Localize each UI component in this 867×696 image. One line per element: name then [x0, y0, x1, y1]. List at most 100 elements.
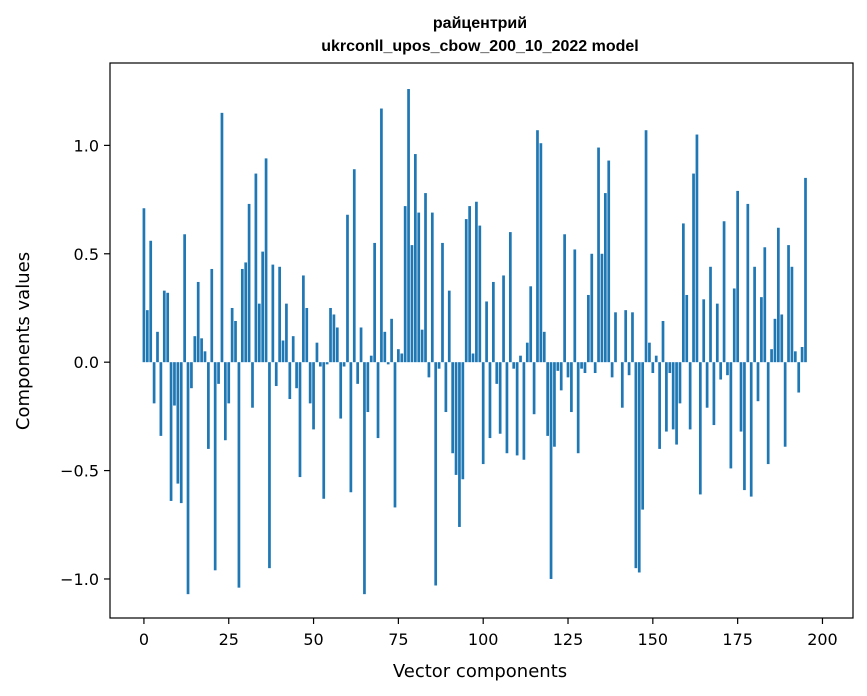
bar-component-28 [237, 362, 241, 588]
bar-component-98 [475, 201, 478, 363]
bar-component-160 [685, 294, 689, 363]
bar-component-43 [288, 362, 292, 400]
bar-component-87 [437, 362, 441, 369]
bar-component-136 [603, 193, 607, 363]
bar-component-159 [682, 223, 685, 363]
bar-component-105 [498, 362, 502, 434]
bar-component-126 [570, 362, 573, 413]
bar-component-81 [417, 212, 421, 363]
bar-component-48 [305, 307, 309, 363]
bar-component-91 [451, 362, 455, 454]
bar-component-114 [529, 286, 533, 363]
bar-component-174 [732, 288, 736, 363]
bar-component-18 [203, 351, 207, 363]
bar-component-178 [746, 203, 750, 363]
bar-component-115 [532, 362, 536, 415]
bar-component-38 [271, 264, 275, 363]
bar-component-52 [318, 362, 322, 367]
bar-component-94 [461, 362, 465, 480]
bar-component-77 [403, 206, 407, 363]
bar-component-79 [410, 245, 414, 363]
bar-component-176 [739, 362, 743, 432]
bar-component-17 [200, 338, 203, 363]
bar-component-190 [787, 245, 790, 363]
x-tick-label: 125 [553, 630, 584, 649]
bar-component-130 [583, 362, 587, 374]
bar-component-41 [281, 340, 285, 363]
bar-component-149 [648, 342, 651, 363]
bar-component-95 [464, 219, 468, 363]
bar-component-123 [559, 362, 563, 391]
bar-component-20 [210, 268, 214, 363]
bar-component-102 [488, 362, 492, 439]
bar-component-177 [743, 362, 746, 491]
bar-component-33 [254, 173, 258, 363]
bar-component-117 [539, 143, 543, 363]
bar-component-29 [240, 268, 244, 363]
bar-component-106 [502, 275, 505, 363]
bar-component-100 [481, 362, 485, 465]
bar-component-40 [278, 266, 281, 363]
bar-component-148 [644, 130, 648, 363]
bar-component-34 [257, 303, 261, 363]
bar-component-73 [390, 318, 393, 363]
bar-component-119 [546, 362, 550, 436]
bar-component-143 [627, 362, 631, 376]
x-axis-ticks: 0 25 50 75 100 125 150 175 200 [139, 618, 838, 649]
y-tick-label: −0.5 [60, 462, 99, 481]
x-tick-label: 200 [807, 630, 838, 649]
bar-component-9 [173, 362, 176, 406]
bar-component-170 [719, 362, 723, 380]
bar-component-85 [430, 212, 434, 363]
bar-component-138 [610, 362, 614, 378]
bar-component-7 [166, 292, 170, 363]
bar-component-16 [196, 281, 200, 363]
bar-component-168 [712, 362, 716, 426]
bar-component-107 [505, 362, 509, 454]
bar-component-27 [234, 320, 237, 363]
bar-component-116 [536, 130, 539, 363]
bar-component-71 [383, 331, 387, 363]
y-tick-label: 1.0 [74, 136, 99, 155]
bar-component-61 [349, 362, 353, 493]
bar-component-93 [458, 362, 461, 527]
bar-component-153 [661, 320, 665, 363]
bar-component-181 [756, 362, 760, 402]
chart-subtitle: ukrconll_upos_cbow_200_10_2022 model [321, 38, 638, 55]
bar-component-57 [335, 327, 339, 363]
bar-component-47 [302, 275, 305, 363]
bar-component-158 [678, 362, 682, 404]
x-tick-label: 75 [388, 630, 408, 649]
x-tick-label: 50 [303, 630, 323, 649]
bar-component-82 [420, 329, 424, 363]
x-tick-label: 100 [468, 630, 499, 649]
bar-component-121 [553, 362, 556, 447]
y-tick-label: 0.0 [74, 353, 99, 372]
x-axis-label: Vector components [393, 661, 567, 682]
bar-component-6 [162, 290, 166, 363]
y-axis-ticks: −1.0 −0.5 0.0 0.5 1.0 [60, 136, 110, 589]
bar-component-72 [386, 362, 390, 365]
bar-component-141 [620, 362, 624, 408]
bar-component-189 [783, 362, 787, 447]
bar-component-151 [654, 355, 658, 363]
bar-component-104 [495, 362, 499, 384]
bar-component-56 [332, 314, 336, 363]
bar-component-173 [729, 362, 733, 469]
bar-component-53 [322, 362, 326, 499]
bar-component-46 [298, 362, 302, 478]
bar-component-84 [427, 362, 431, 378]
bar-component-59 [342, 362, 346, 367]
bar-component-63 [356, 362, 360, 384]
bar-component-76 [400, 353, 404, 363]
bar-component-99 [478, 225, 482, 363]
bar-component-83 [424, 193, 427, 363]
bar-component-12 [183, 234, 186, 363]
bar-component-192 [793, 351, 797, 363]
bar-component-113 [525, 342, 529, 363]
bar-component-44 [291, 336, 295, 363]
bar-component-127 [573, 249, 577, 363]
bar-component-187 [777, 227, 780, 363]
bar-component-89 [444, 362, 448, 413]
x-tick-label: 25 [219, 630, 239, 649]
